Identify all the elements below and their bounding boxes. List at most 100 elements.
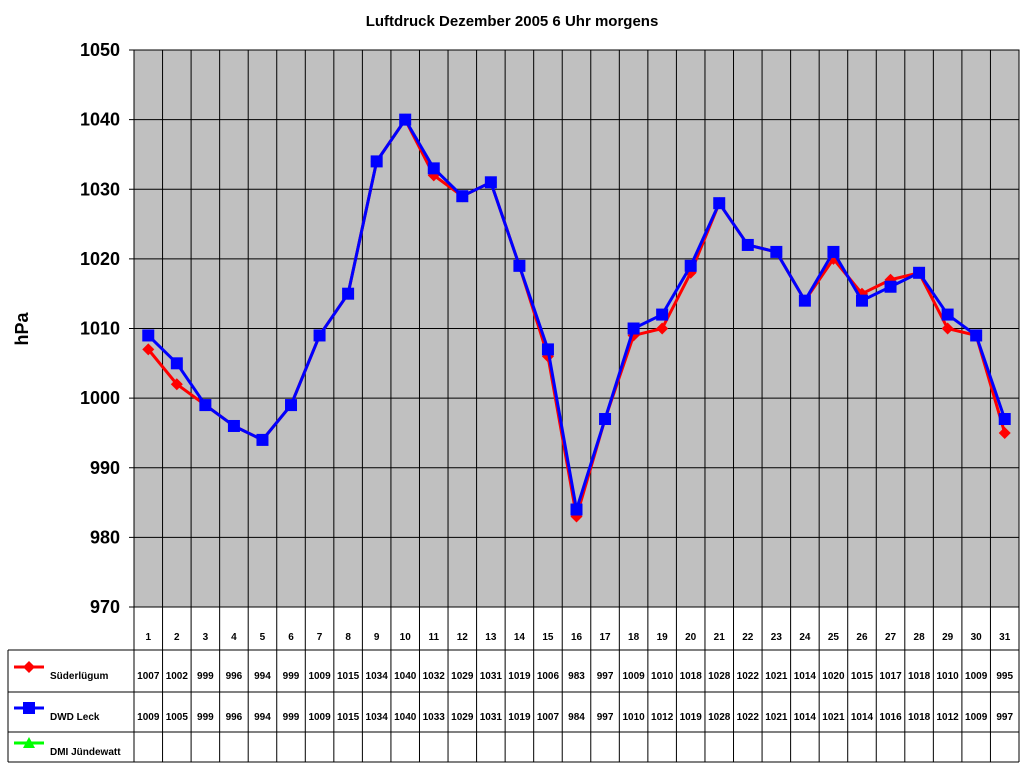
x-tick-label: 10 [400, 632, 412, 643]
legend-marker [23, 737, 35, 748]
table-cell: 1034 [366, 712, 389, 723]
table-cell: 1029 [451, 671, 474, 682]
x-tick-label: 27 [885, 632, 897, 643]
data-point [713, 197, 726, 210]
table-cell: 1014 [794, 712, 817, 723]
data-point [370, 155, 383, 168]
y-axis-ticks: 970 980 990 1000 1010 1020 1030 1040 1050 [80, 40, 134, 617]
data-point [913, 266, 926, 279]
table-cell: 1007 [537, 712, 560, 723]
table-cell: 1031 [480, 712, 503, 723]
x-tick-label: 20 [685, 632, 697, 643]
x-tick-label: 24 [799, 632, 811, 643]
table-cell: 1019 [680, 712, 703, 723]
table-cell: 997 [996, 712, 1013, 723]
y-tick-label: 1020 [80, 249, 120, 269]
table-cell: 983 [568, 671, 585, 682]
data-point [941, 308, 954, 321]
data-point [970, 329, 983, 342]
x-tick-label: 22 [742, 632, 754, 643]
data-point [684, 259, 697, 272]
data-point [313, 329, 326, 342]
x-tick-label: 8 [345, 632, 351, 643]
x-tick-label: 31 [999, 632, 1011, 643]
table-cell: 1020 [822, 671, 845, 682]
table-cell: 1007 [137, 671, 160, 682]
data-point [170, 378, 183, 391]
x-tick-label: 2 [174, 632, 180, 643]
table-cell: 1021 [765, 712, 788, 723]
y-tick-label: 1040 [80, 110, 120, 130]
legend-label: DMI Jündewatt [50, 747, 121, 758]
x-tick-label: 17 [599, 632, 611, 643]
table-cell: 1010 [937, 671, 960, 682]
table-cell: 1018 [908, 712, 931, 723]
table-cell: 995 [996, 671, 1013, 682]
table-cell: 1018 [908, 671, 931, 682]
table-cell: 1002 [166, 671, 189, 682]
data-point [656, 322, 669, 335]
data-point [170, 357, 183, 370]
x-tick-label: 11 [428, 632, 439, 643]
table-cell: 1009 [308, 712, 331, 723]
table-cell: 1010 [622, 712, 645, 723]
data-point [256, 433, 269, 446]
data-point [998, 413, 1011, 426]
series-lines [142, 113, 1011, 523]
table-cell: 996 [226, 712, 243, 723]
data-point [513, 259, 526, 272]
table-cell: 999 [197, 712, 214, 723]
table-cell: 1014 [851, 712, 874, 723]
chart-title: Luftdruck Dezember 2005 6 Uhr morgens [366, 13, 659, 30]
data-point [142, 329, 155, 342]
data-point [427, 162, 440, 175]
y-tick-label: 1000 [80, 388, 120, 408]
table-cell: 1033 [423, 712, 446, 723]
table-cell: 1028 [708, 712, 731, 723]
x-tick-label: 14 [514, 632, 526, 643]
table-cell: 1031 [480, 671, 503, 682]
data-point [770, 245, 783, 258]
table-cell: 1015 [851, 671, 874, 682]
legend-marker [23, 661, 35, 673]
data-point [570, 503, 583, 516]
table-cell: 1009 [137, 712, 160, 723]
table-cell: 1017 [879, 671, 902, 682]
table-cell: 1016 [879, 712, 902, 723]
table-cell: 1019 [508, 712, 531, 723]
x-tick-label: 1 [145, 632, 151, 643]
table-cell: 1010 [651, 671, 674, 682]
x-tick-label: 19 [657, 632, 669, 643]
table-cell: 1015 [337, 712, 360, 723]
y-tick-label: 990 [90, 458, 120, 478]
legend-label: Süderlügum [50, 671, 108, 682]
data-point [456, 190, 469, 203]
x-tick-label: 6 [288, 632, 294, 643]
data-point [541, 343, 554, 356]
table-cell: 996 [226, 671, 243, 682]
legend-label: DWD Leck [50, 712, 100, 723]
data-point [627, 322, 640, 335]
table-cell: 1009 [965, 671, 988, 682]
data-point [656, 308, 669, 321]
table-cell: 1009 [308, 671, 331, 682]
table-cell: 1019 [508, 671, 531, 682]
table-cell: 999 [283, 712, 300, 723]
table-cell: 1021 [822, 712, 845, 723]
x-tick-label: 9 [374, 632, 380, 643]
data-point [998, 426, 1011, 439]
table-cell: 1029 [451, 712, 474, 723]
table-cell: 1015 [337, 671, 360, 682]
table-cell: 997 [597, 712, 614, 723]
table-cell: 1006 [537, 671, 560, 682]
table-cell: 1014 [794, 671, 817, 682]
y-tick-label: 1030 [80, 179, 120, 199]
data-point [227, 419, 240, 432]
table-cell: 984 [568, 712, 585, 723]
table-cell: 1012 [651, 712, 674, 723]
data-point [741, 238, 754, 251]
x-tick-label: 16 [571, 632, 583, 643]
table-cell: 1040 [394, 712, 417, 723]
table-cell: 1040 [394, 671, 417, 682]
